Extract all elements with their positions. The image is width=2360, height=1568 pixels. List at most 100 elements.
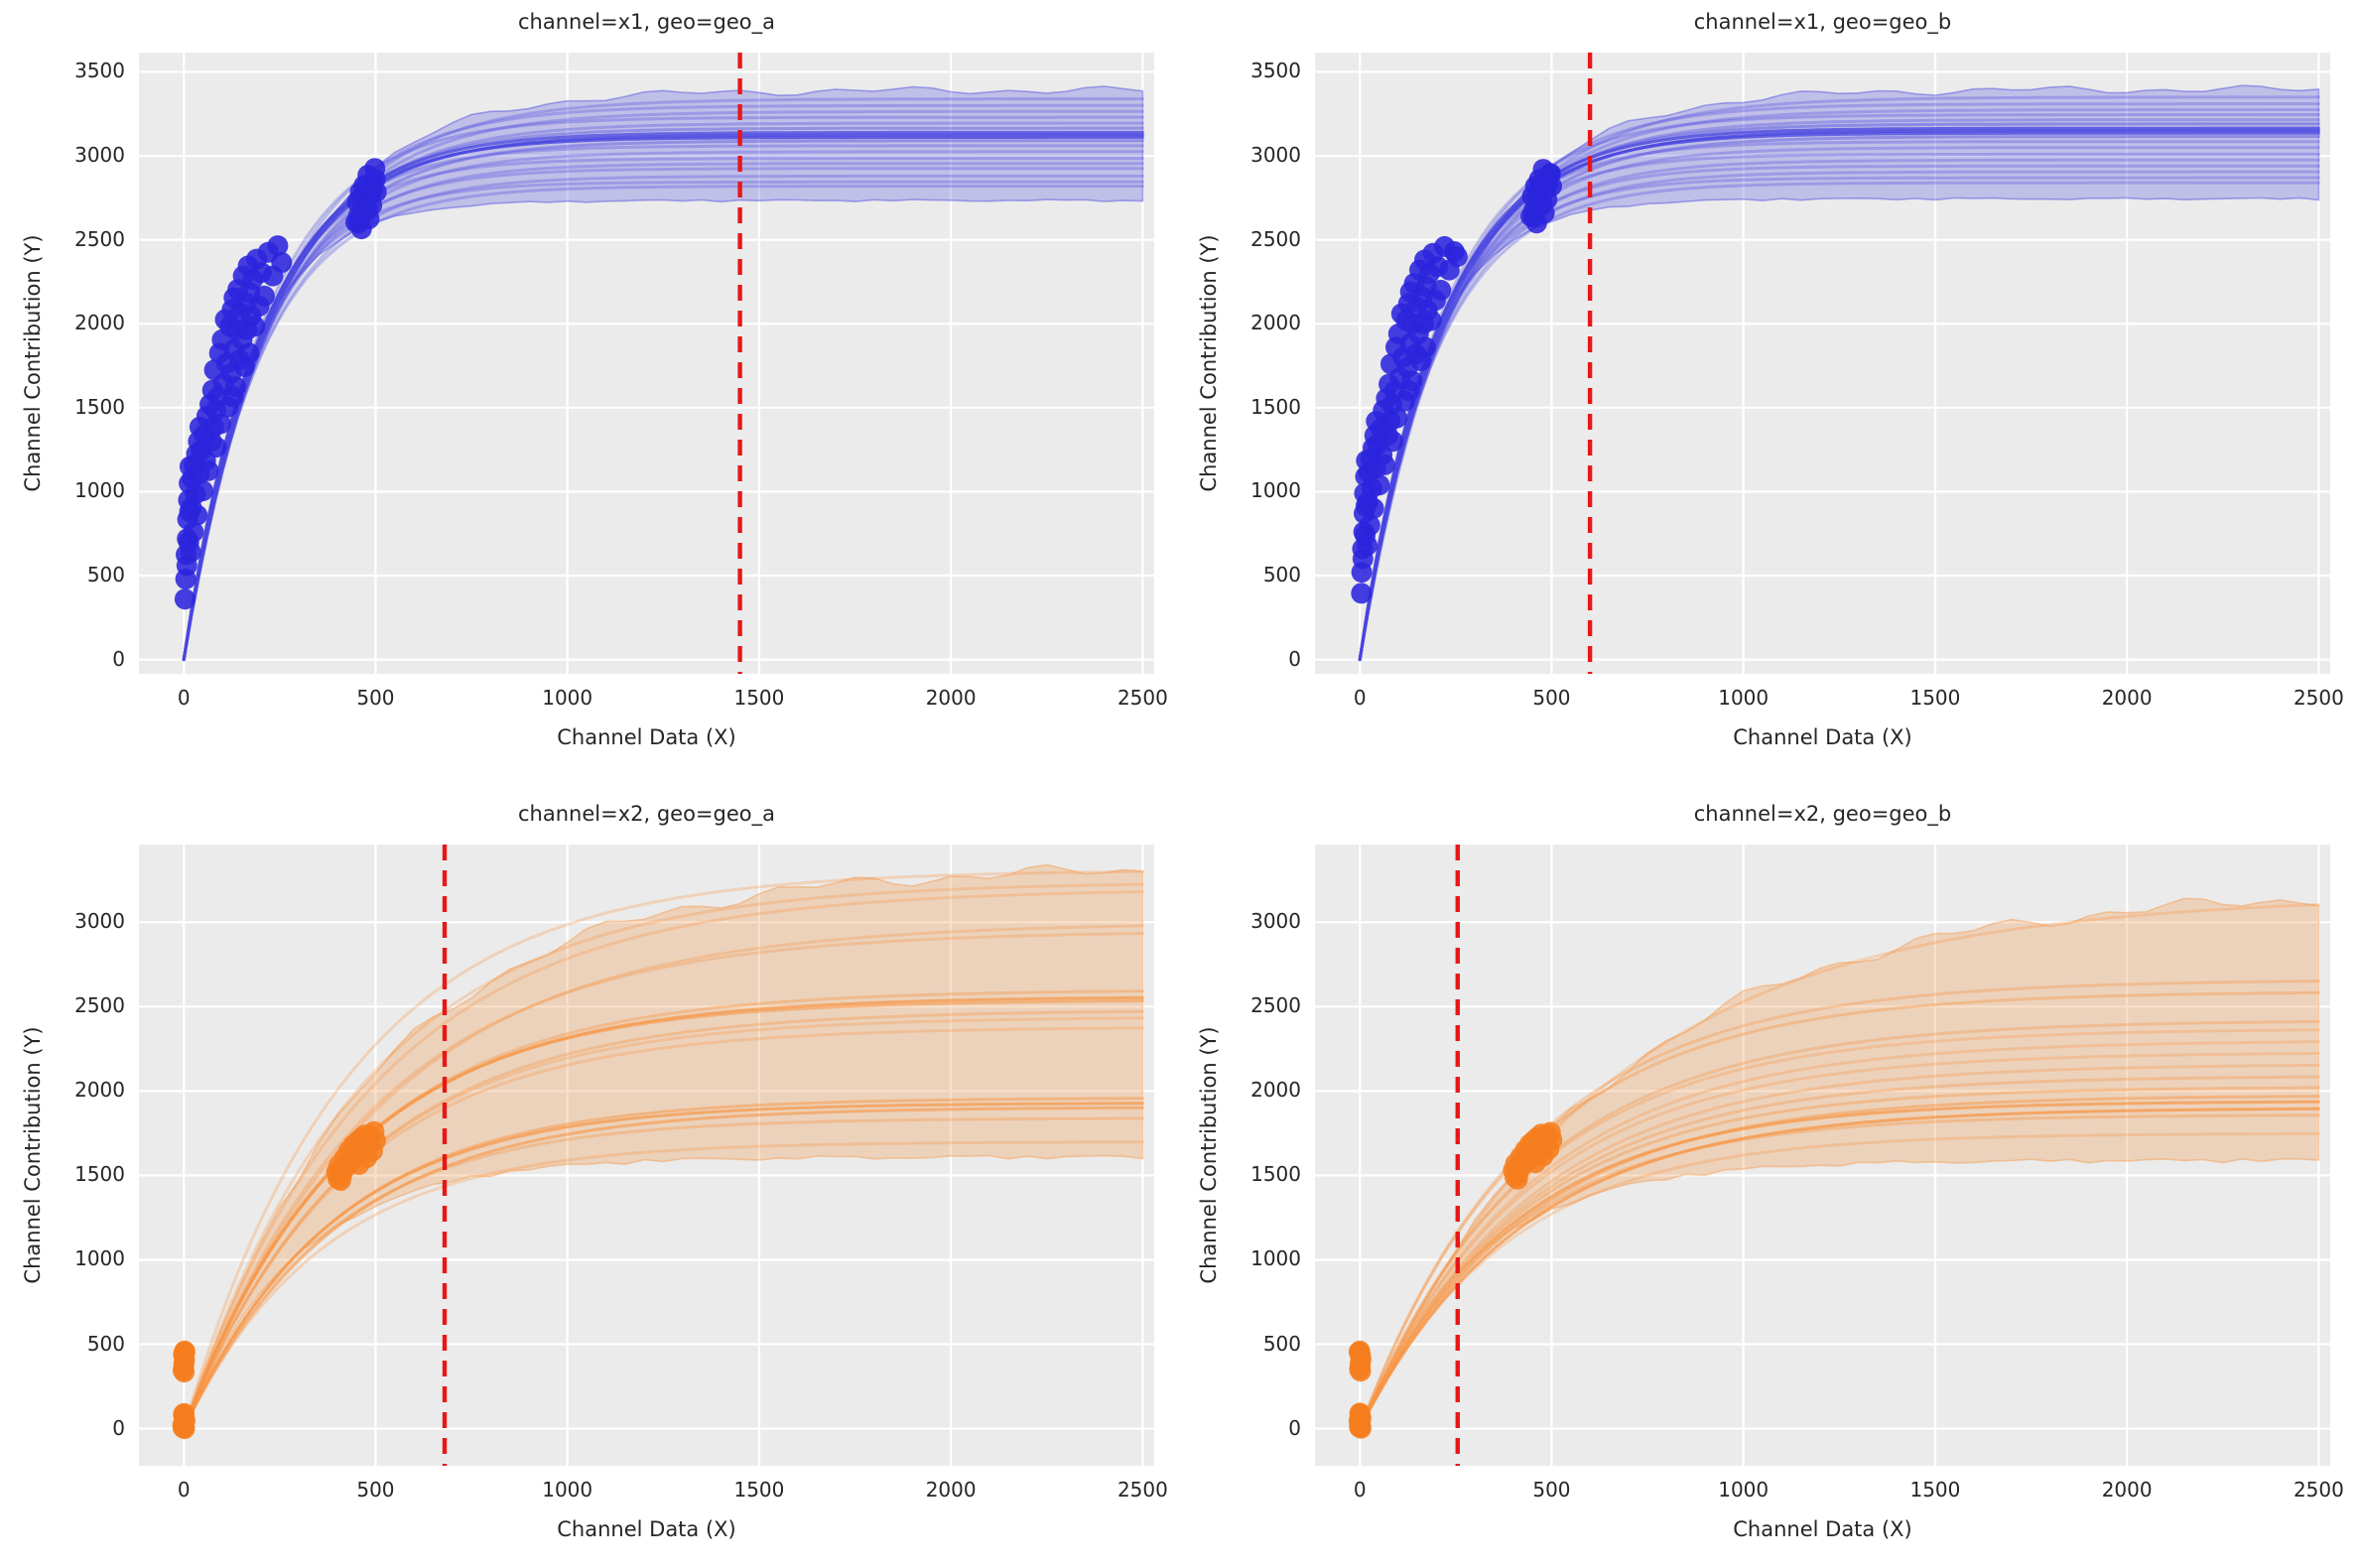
y-tick-label: 500 — [1262, 563, 1301, 588]
posterior-curve — [1358, 164, 2320, 662]
posterior-curve — [182, 1102, 1144, 1431]
scatter-point — [1348, 1341, 1370, 1363]
posterior-curve — [182, 1106, 1144, 1431]
posterior-curve — [1358, 135, 2320, 662]
y-tick-label: 3000 — [74, 143, 125, 168]
x-tick-label: 0 — [1353, 686, 1367, 710]
y-tick-label: 500 — [1262, 1331, 1301, 1356]
y-tick-label: 3500 — [1250, 59, 1301, 83]
x-tick-label: 2000 — [925, 1478, 977, 1502]
x-tick-label: 2500 — [2293, 686, 2344, 710]
scatter-point — [1541, 1129, 1563, 1151]
scatter-point — [1350, 1417, 1372, 1439]
scatter-point — [1401, 370, 1423, 392]
posterior-curve — [182, 139, 1144, 662]
posterior-curve — [1358, 131, 2320, 662]
y-tick-label: 0 — [112, 1415, 125, 1440]
posterior-curve — [1358, 176, 2320, 662]
y-tick-label: 500 — [86, 563, 125, 588]
posterior-curve — [182, 180, 1144, 662]
subplot-title-x1-geo-a: channel=x1, geo=geo_a — [518, 10, 775, 34]
posterior-curve — [182, 174, 1144, 662]
y-axis-label: Channel Contribution (Y) — [1197, 234, 1221, 492]
scatter-point — [197, 459, 219, 481]
x-tick-label: 1500 — [1909, 1478, 1961, 1502]
x-tick-label: 2000 — [2101, 1478, 2153, 1502]
posterior-curve — [1358, 152, 2320, 662]
scatter-point — [1351, 583, 1373, 604]
x-tick-label: 2000 — [925, 686, 977, 710]
scatter-point — [1539, 163, 1561, 185]
uncertainty-band — [183, 85, 1144, 660]
y-tick-label: 2000 — [1250, 1078, 1301, 1103]
posterior-curve — [1358, 158, 2320, 662]
x-tick-label: 1000 — [1718, 1478, 1770, 1502]
y-tick-label: 1000 — [1250, 478, 1301, 503]
x-tick-label: 500 — [1532, 686, 1571, 710]
x-tick-label: 2500 — [1116, 1478, 1168, 1502]
scatter-point — [1420, 310, 1442, 331]
y-tick-label: 2500 — [74, 226, 125, 251]
posterior-curve — [182, 932, 1144, 1431]
y-tick-label: 3000 — [1250, 909, 1301, 934]
y-tick-label: 500 — [86, 1331, 125, 1356]
y-axis-label: Channel Contribution (Y) — [1197, 1026, 1221, 1284]
y-tick-label: 2000 — [74, 1078, 125, 1103]
x-tick-label: 0 — [177, 686, 191, 710]
scatter-point — [1374, 454, 1395, 475]
y-tick-label: 0 — [1288, 646, 1301, 671]
posterior-curve — [182, 890, 1144, 1431]
x-tick-label: 1000 — [542, 686, 593, 710]
x-tick-label: 0 — [177, 1478, 191, 1502]
posterior-curve — [1358, 113, 2320, 662]
scatter-point — [1414, 336, 1436, 358]
posterior-curve — [1358, 129, 2320, 662]
posterior-curve — [182, 869, 1144, 1431]
y-tick-label: 3500 — [74, 59, 125, 83]
y-axis-label: Channel Contribution (Y) — [21, 1026, 45, 1284]
posterior-curve — [1358, 1063, 2320, 1431]
posterior-curve — [1358, 146, 2320, 662]
scatter-point — [364, 169, 386, 191]
x-tick-label: 1500 — [733, 686, 785, 710]
scatter-point — [244, 316, 266, 337]
posterior-curve — [182, 1116, 1144, 1431]
scatter-point — [365, 1130, 386, 1151]
subplot-title-x2-geo-a: channel=x2, geo=geo_a — [518, 802, 775, 826]
posterior-curve — [182, 167, 1144, 662]
scatter-point — [174, 1362, 196, 1383]
x-tick-label: 1000 — [1718, 686, 1770, 710]
y-tick-label: 1000 — [1250, 1246, 1301, 1271]
scatter-point — [205, 437, 227, 458]
posterior-curve — [182, 162, 1144, 662]
scatter-point — [271, 252, 293, 273]
y-tick-label: 1500 — [74, 394, 125, 419]
posterior-curve — [182, 115, 1144, 662]
scatter-point — [174, 588, 196, 610]
scatter-point — [267, 235, 289, 257]
scatter-point — [356, 198, 378, 220]
posterior-curve — [182, 150, 1144, 662]
posterior-curve — [182, 103, 1144, 662]
x-axis-label: Channel Data (X) — [1733, 725, 1912, 749]
y-axis-label: Channel Contribution (Y) — [21, 234, 45, 492]
scatter-point — [209, 413, 231, 435]
posterior-curve — [1358, 181, 2320, 662]
posterior-curve — [1358, 1086, 2320, 1431]
x-tick-label: 0 — [1353, 1478, 1367, 1502]
y-tick-label: 0 — [112, 646, 125, 671]
scatter-point — [180, 541, 201, 563]
posterior-curve — [1358, 140, 2320, 662]
subplot-title-x1-geo-b: channel=x1, geo=geo_b — [1693, 10, 1952, 34]
posterior-curve — [1358, 170, 2320, 662]
posterior-curve — [182, 882, 1144, 1431]
posterior-curve — [1358, 1051, 2320, 1431]
x-tick-label: 2500 — [2293, 1478, 2344, 1502]
y-tick-label: 1500 — [1250, 1162, 1301, 1187]
x-tick-label: 1000 — [542, 1478, 593, 1502]
x-tick-label: 500 — [356, 1478, 395, 1502]
y-tick-label: 2500 — [1250, 993, 1301, 1018]
x-tick-label: 2500 — [1116, 686, 1168, 710]
posterior-curve — [182, 1140, 1144, 1431]
